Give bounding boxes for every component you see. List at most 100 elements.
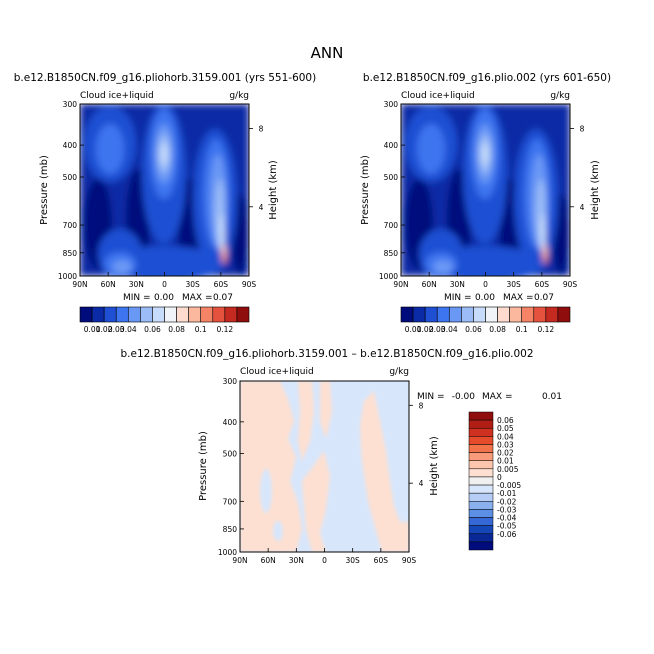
panel-3-units-label: g/kg <box>389 367 409 377</box>
colorbar-swatch <box>468 533 494 543</box>
colorbar-label: -0.05 <box>497 522 517 531</box>
colorbar-swatch <box>468 468 494 478</box>
colorbar-label: 0 <box>497 473 502 482</box>
right-tick-label: 8 <box>419 401 424 410</box>
y-tick-label: 850 <box>63 249 78 258</box>
colorbar-swatch <box>468 419 494 429</box>
colorbar-swatch <box>115 306 129 323</box>
y-tick-label: 500 <box>63 173 78 182</box>
colorbar-label: -0.03 <box>497 505 517 514</box>
colorbar-swatch <box>521 306 535 323</box>
colorbar-swatch <box>468 525 494 535</box>
colorbar-swatch <box>468 517 494 526</box>
colorbar-swatch <box>468 492 494 502</box>
panel-1-right-axis-label: Height (km) <box>268 160 279 220</box>
colorbar-swatch <box>461 306 474 323</box>
y-tick-label: 300 <box>223 377 238 386</box>
panel-3-max-value: 0.01 <box>542 392 562 402</box>
y-tick-label: 500 <box>384 173 399 182</box>
panel-1-max-label: MAX = <box>182 293 213 303</box>
y-tick-label: 700 <box>384 221 399 230</box>
colorbar-swatch <box>424 306 438 323</box>
panel-1-units-label: g/kg <box>229 91 249 101</box>
panel-2: b.e12.B1850CN.f09_g16.plio.002 (yrs 601-… <box>360 72 611 334</box>
x-tick-label: 30S <box>186 280 201 289</box>
colorbar-label: 0.01 <box>497 457 514 466</box>
y-tick-label: 700 <box>223 497 238 506</box>
panel-3-variable-label: Cloud ice+liquid <box>240 367 314 377</box>
y-tick-label: 850 <box>384 249 399 258</box>
colorbar-swatch <box>236 306 250 323</box>
x-tick-label: 0 <box>322 556 327 565</box>
colorbar-label: 0.03 <box>108 325 125 334</box>
colorbar-label: 0.01 <box>84 325 101 334</box>
colorbar-label: 0.03 <box>497 440 514 449</box>
x-tick-label: 30S <box>346 556 361 565</box>
colorbar-swatch <box>533 306 547 323</box>
panel-1-y-axis-label: Pressure (mb) <box>39 155 50 225</box>
colorbar-label: 0.12 <box>538 325 555 334</box>
colorbar-swatch <box>448 306 462 323</box>
x-tick-label: 90S <box>402 556 417 565</box>
panel-3-right-axis-label: Height (km) <box>429 436 440 496</box>
panel-2-y-axis-label: Pressure (mb) <box>360 155 371 225</box>
panel-2-colorbar: 0.010.020.030.04 0.06 0.08 0.1 0.12 <box>400 306 571 334</box>
colorbar-swatch <box>91 306 105 323</box>
x-tick-label: 0 <box>162 280 167 289</box>
panel-2-right-axis-label: Height (km) <box>590 160 601 220</box>
colorbar-label: 0.05 <box>497 424 514 433</box>
colorbar-label: 0.06 <box>144 325 161 334</box>
colorbar-swatch <box>485 306 498 323</box>
colorbar-swatch <box>468 436 494 445</box>
colorbar-label: -0.005 <box>497 481 521 490</box>
colorbar-swatch <box>509 306 523 323</box>
x-tick-label: 60S <box>535 280 550 289</box>
colorbar-swatch <box>473 306 486 323</box>
panel-2-variable-label: Cloud ice+liquid <box>401 91 475 101</box>
y-tick-label: 1000 <box>58 272 77 281</box>
colorbar-swatch <box>176 306 189 323</box>
colorbar-label: 0.04 <box>497 432 514 441</box>
panel-1: b.e12.B1850CN.f09_g16.pliohorb.3159.001 … <box>14 72 316 334</box>
panel-1-variable-label: Cloud ice+liquid <box>80 91 154 101</box>
colorbar-label: 0.005 <box>497 465 519 474</box>
y-tick-label: 400 <box>223 418 238 427</box>
y-tick-label: 500 <box>223 450 238 459</box>
colorbar-swatch <box>468 460 494 470</box>
colorbar-swatch <box>212 306 226 323</box>
panel-3-title: b.e12.B1850CN.f09_g16.pliohorb.3159.001 … <box>120 348 533 360</box>
panel-2-contour-field <box>401 104 570 276</box>
colorbar-swatch <box>140 306 153 323</box>
right-tick-label: 4 <box>419 479 424 488</box>
panel-2-max-label: MAX = <box>503 293 534 303</box>
right-tick-label: 8 <box>580 124 585 133</box>
colorbar-label: 0.1 <box>516 325 528 334</box>
colorbar-label: -0.06 <box>497 530 517 539</box>
panel-1-min-value: 0.00 <box>154 293 174 303</box>
colorbar-swatch <box>400 306 414 323</box>
figure-title: ANN <box>311 44 344 62</box>
colorbar-swatch <box>200 306 214 323</box>
x-tick-label: 30N <box>450 280 465 289</box>
colorbar-swatch <box>468 501 494 510</box>
y-tick-label: 400 <box>384 141 399 150</box>
colorbar-label: 0.02 <box>497 449 514 458</box>
panel-3-y-axis-label: Pressure (mb) <box>198 431 209 501</box>
x-tick-label: 90N <box>72 280 87 289</box>
colorbar-label: 0.04 <box>120 325 137 334</box>
y-tick-label: 300 <box>63 100 78 109</box>
colorbar-label: -0.04 <box>497 514 517 523</box>
right-tick-label: 8 <box>259 124 264 133</box>
colorbar-swatch <box>468 541 494 551</box>
colorbar-swatch <box>497 306 510 323</box>
x-tick-label: 60S <box>214 280 229 289</box>
colorbar-swatch <box>152 306 165 323</box>
colorbar-swatch <box>127 306 141 323</box>
x-tick-label: 90S <box>242 280 257 289</box>
colorbar-label: -0.01 <box>497 489 517 498</box>
colorbar-label: 0.04 <box>441 325 458 334</box>
colorbar-swatch <box>164 306 177 323</box>
colorbar-swatch <box>557 306 571 323</box>
colorbar-label: 0.08 <box>489 325 506 334</box>
x-tick-label: 30N <box>129 280 144 289</box>
